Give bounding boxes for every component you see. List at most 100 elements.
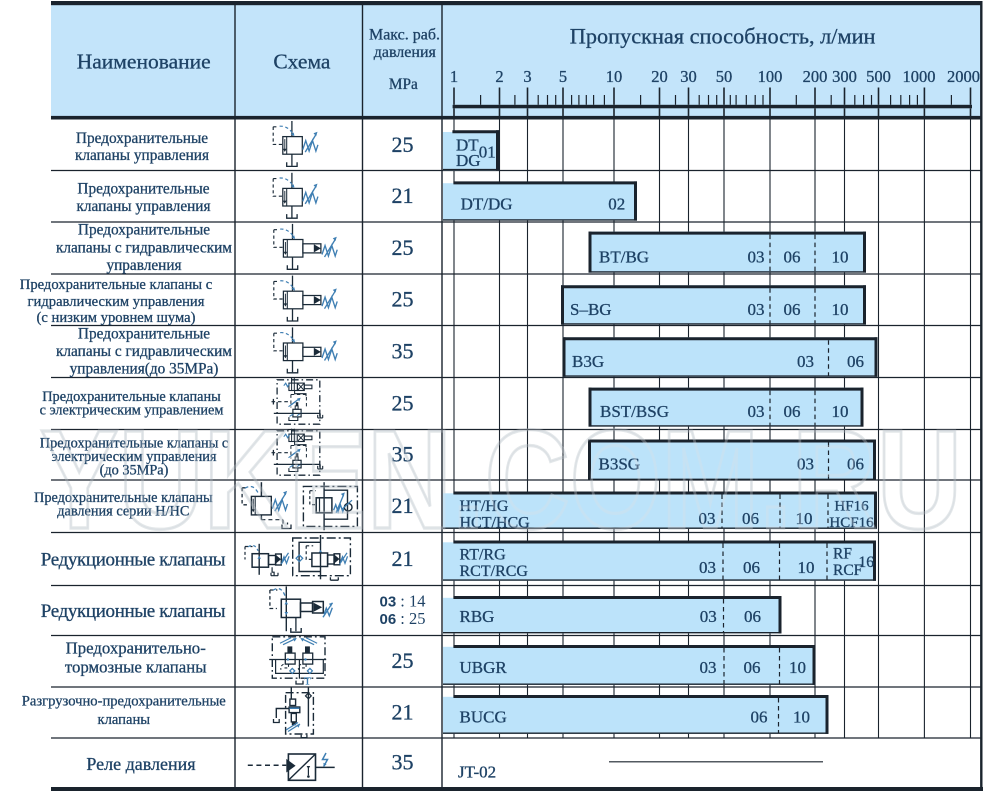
svg-text:06: 06 xyxy=(784,300,801,319)
svg-text:RCF: RCF xyxy=(833,562,863,579)
svg-text:RF: RF xyxy=(833,546,852,563)
svg-text:35: 35 xyxy=(392,442,414,467)
svg-text:JT-02: JT-02 xyxy=(458,763,496,782)
svg-text:21: 21 xyxy=(392,700,414,725)
svg-text:03: 03 xyxy=(700,607,717,626)
svg-text:25: 25 xyxy=(392,391,414,416)
svg-text:06: 06 xyxy=(744,658,761,677)
svg-text:03: 03 xyxy=(699,509,716,528)
svg-text:UBGR: UBGR xyxy=(460,658,508,677)
svg-text:Предохранительно-: Предохранительно- xyxy=(66,639,206,658)
svg-text:HT/HG: HT/HG xyxy=(460,498,509,515)
svg-text:06: 06 xyxy=(784,248,801,267)
svg-text:02: 02 xyxy=(608,194,625,213)
svg-text:тормозные клапаны: тормозные клапаны xyxy=(65,657,207,676)
svg-text:03: 03 xyxy=(797,455,814,474)
svg-text:03: 03 xyxy=(699,558,716,577)
svg-text:клапаны: клапаны xyxy=(98,712,151,728)
svg-text:T: T xyxy=(304,676,311,688)
svg-text:03: 03 xyxy=(748,300,765,319)
svg-text:25: 25 xyxy=(392,235,414,260)
svg-text:Схема: Схема xyxy=(273,50,331,74)
svg-text:HF16: HF16 xyxy=(834,499,869,515)
svg-text:20: 20 xyxy=(651,67,668,86)
svg-text:06: 06 xyxy=(784,402,801,421)
svg-text:03: 03 xyxy=(797,352,814,371)
svg-text:21: 21 xyxy=(392,493,414,518)
svg-text:МРа: МРа xyxy=(389,76,418,93)
svg-text:клапаны с гидравлическим: клапаны с гидравлическим xyxy=(56,343,232,360)
svg-text:01: 01 xyxy=(479,143,496,162)
svg-text:50: 50 xyxy=(716,67,733,86)
svg-text:RBG: RBG xyxy=(460,607,495,626)
svg-text:06: 06 xyxy=(847,455,864,474)
svg-text:Предохранительные: Предохранительные xyxy=(76,130,208,147)
svg-text:25: 25 xyxy=(392,132,414,157)
svg-text:RT/RG: RT/RG xyxy=(460,547,507,564)
svg-text:Предохранительные клапаны: Предохранительные клапаны xyxy=(42,389,221,405)
svg-text:Макс. раб.: Макс. раб. xyxy=(369,26,440,43)
svg-text:06: 06 xyxy=(742,509,759,528)
svg-text:S–BG: S–BG xyxy=(570,300,612,319)
svg-text:2000: 2000 xyxy=(947,67,980,86)
svg-text:16: 16 xyxy=(859,554,875,571)
svg-text:B3G: B3G xyxy=(572,352,604,371)
svg-text:300: 300 xyxy=(832,67,857,86)
svg-text:DT: DT xyxy=(456,135,479,154)
svg-text:Реле давления: Реле давления xyxy=(86,754,195,774)
svg-text:06: 06 xyxy=(847,352,864,371)
svg-text:06: 06 xyxy=(751,708,768,727)
svg-text:Наименование: Наименование xyxy=(77,50,211,74)
svg-text:давления серии Н/НС: давления серии Н/НС xyxy=(57,504,189,520)
svg-text:давления: давления xyxy=(374,44,437,61)
svg-text:Редукционные клапаны: Редукционные клапаны xyxy=(41,549,226,570)
svg-text:03: 03 xyxy=(748,248,765,267)
svg-text:Предохранительные клапаны: Предохранительные клапаны xyxy=(34,490,213,506)
svg-text:HCT/HCG: HCT/HCG xyxy=(460,514,531,531)
svg-text:03: 03 xyxy=(700,658,717,677)
svg-text:500: 500 xyxy=(866,67,891,86)
svg-text:DT/DG: DT/DG xyxy=(461,194,513,213)
svg-text:B3SG: B3SG xyxy=(599,455,641,474)
svg-text:10: 10 xyxy=(796,509,813,528)
svg-text:Предохранительные клапаны с: Предохранительные клапаны с xyxy=(20,277,213,293)
svg-text:5: 5 xyxy=(559,67,567,86)
svg-text:Предохранительные: Предохранительные xyxy=(78,222,210,239)
svg-text:DG: DG xyxy=(456,151,481,170)
svg-text:10: 10 xyxy=(789,658,806,677)
svg-text:1000: 1000 xyxy=(903,67,936,86)
svg-text:BUCG: BUCG xyxy=(460,708,507,727)
svg-text:100: 100 xyxy=(758,67,783,86)
svg-text:Предохранительные: Предохранительные xyxy=(78,325,210,342)
svg-text:25: 25 xyxy=(392,287,414,312)
svg-text:30: 30 xyxy=(680,67,697,86)
svg-text:10: 10 xyxy=(606,67,623,86)
svg-text:Предохранительные: Предохранительные xyxy=(77,181,209,198)
svg-text:BT/BG: BT/BG xyxy=(599,248,649,267)
svg-text:10: 10 xyxy=(798,558,815,577)
svg-text:клапаны с гидравлическим: клапаны с гидравлическим xyxy=(56,240,232,257)
svg-text:HCF16: HCF16 xyxy=(829,515,874,531)
svg-text:гидравлическим управления: гидравлическим управления xyxy=(28,294,205,310)
svg-text:10: 10 xyxy=(832,248,849,267)
svg-text:25: 25 xyxy=(392,648,414,673)
svg-text:10: 10 xyxy=(832,300,849,319)
svg-text:электрическим управления: электрическим управления xyxy=(51,449,216,465)
svg-text:35: 35 xyxy=(392,750,414,775)
svg-text:YUKEN.COM.RU: YUKEN.COM.RU xyxy=(40,400,962,558)
svg-text:10: 10 xyxy=(793,708,810,727)
svg-text:(до 35МРа): (до 35МРа) xyxy=(100,463,169,479)
svg-text:клапаны управления: клапаны управления xyxy=(75,147,209,164)
svg-text:2: 2 xyxy=(495,67,503,86)
svg-text:с электрическим управлением: с электрическим управлением xyxy=(40,402,224,418)
svg-text:BST/BSG: BST/BSG xyxy=(600,402,669,421)
svg-text:клапаны управления: клапаны управления xyxy=(76,198,210,215)
svg-text:Пропускная способность, л/мин: Пропускная способность, л/мин xyxy=(570,24,876,49)
svg-text:35: 35 xyxy=(392,339,414,364)
svg-text:Разгрузочно-предохранительные: Разгрузочно-предохранительные xyxy=(22,693,226,709)
svg-text:200: 200 xyxy=(803,67,828,86)
svg-text:03: 03 xyxy=(748,402,765,421)
svg-text:21: 21 xyxy=(392,546,414,571)
svg-text:(с низким уровнем шума): (с низким уровнем шума) xyxy=(37,310,196,326)
svg-text:03 : 14: 03 : 14 xyxy=(379,592,425,611)
